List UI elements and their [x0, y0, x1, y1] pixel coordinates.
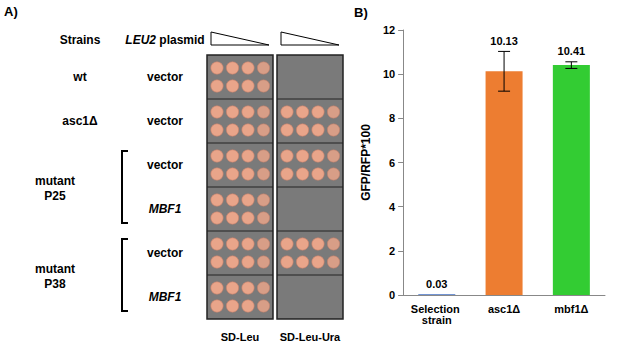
svg-text:10.13: 10.13 — [490, 35, 518, 47]
svg-text:asc1Δ: asc1Δ — [488, 303, 520, 315]
svg-text:mbf1Δ: mbf1Δ — [554, 303, 588, 315]
svg-text:vector: vector — [147, 158, 183, 172]
svg-text:B): B) — [354, 5, 368, 20]
svg-text:10.41: 10.41 — [558, 45, 586, 57]
svg-text:MBF1: MBF1 — [149, 290, 182, 304]
svg-text:SD-Leu-Ura: SD-Leu-Ura — [280, 331, 341, 343]
svg-text:mutantP38: mutantP38 — [35, 262, 75, 291]
svg-text:0: 0 — [389, 289, 395, 301]
svg-text:wt: wt — [72, 70, 86, 84]
svg-text:Strains: Strains — [60, 33, 101, 47]
svg-text:0.03: 0.03 — [426, 278, 447, 290]
svg-text:MBF1: MBF1 — [149, 202, 182, 216]
svg-text:6: 6 — [389, 157, 395, 169]
svg-text:SD-Leu: SD-Leu — [221, 331, 260, 343]
svg-text:8: 8 — [389, 112, 395, 124]
svg-text:LEU2 plasmid: LEU2 plasmid — [125, 33, 204, 47]
svg-text:vector: vector — [147, 70, 183, 84]
svg-text:4: 4 — [389, 201, 396, 213]
svg-text:strain: strain — [422, 314, 452, 326]
svg-text:mutantP25: mutantP25 — [35, 174, 75, 203]
svg-text:asc1Δ: asc1Δ — [62, 114, 98, 128]
svg-text:vector: vector — [147, 246, 183, 260]
svg-text:GFP/RFP*100: GFP/RFP*100 — [359, 124, 373, 201]
svg-text:A): A) — [4, 4, 18, 19]
svg-text:10: 10 — [383, 68, 395, 80]
svg-text:12: 12 — [383, 24, 395, 36]
svg-text:vector: vector — [147, 114, 183, 128]
svg-text:Selection: Selection — [410, 302, 463, 315]
svg-text:2: 2 — [389, 245, 395, 257]
